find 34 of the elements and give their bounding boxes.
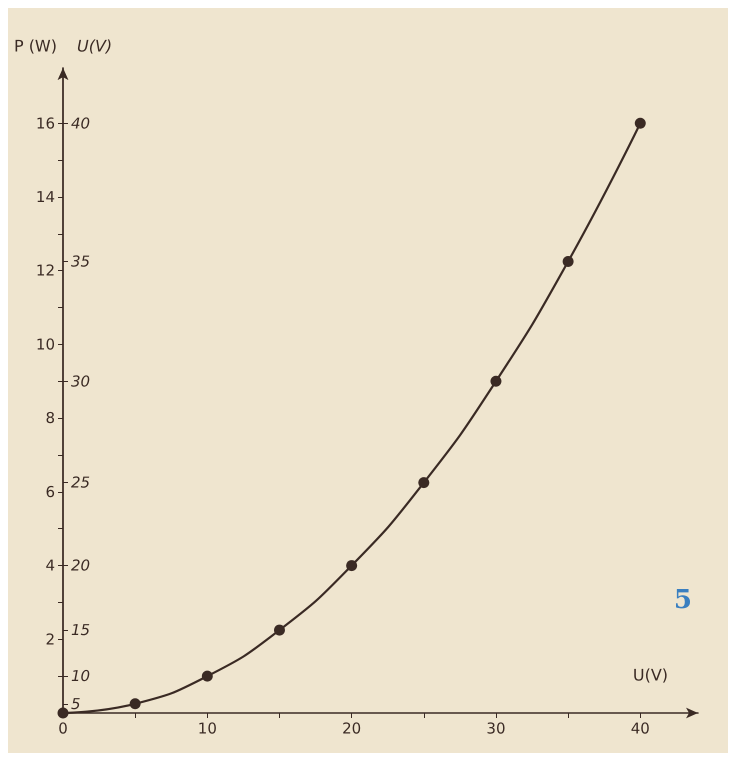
annotation: 40 [71, 114, 90, 132]
x-tick-label: 10 [198, 720, 217, 738]
y-tick-label: 10 [36, 335, 55, 354]
point [634, 118, 646, 129]
x-tick-label: 0 [58, 720, 68, 738]
y-tick-label: 12 [36, 262, 55, 280]
annotation: 5 [674, 585, 692, 615]
y-tick-label: 2 [45, 630, 55, 648]
y2-axis-title: U(V) [77, 36, 112, 56]
annotation: 20 [71, 556, 90, 575]
annotation: 10 [71, 667, 90, 686]
point [418, 477, 430, 488]
x-tick-label: 30 [486, 720, 506, 738]
x-axis-title: U(V) [632, 666, 668, 684]
y-tick-label: 8 [45, 409, 55, 428]
y-axis-title: P (W) [14, 36, 57, 56]
point [490, 376, 502, 387]
annotation: 25 [71, 474, 90, 492]
point [274, 624, 285, 636]
y-tick-label: 16 [36, 114, 55, 132]
annotation: 30 [71, 372, 90, 390]
point [202, 670, 213, 682]
annotation: 5 [71, 694, 81, 713]
point [130, 698, 141, 710]
point [58, 708, 68, 718]
y-tick-label: 14 [36, 188, 55, 206]
x-tick-label: 20 [342, 720, 362, 738]
x-tick-label: 40 [630, 720, 650, 738]
annotation: 35 [71, 252, 90, 270]
y-tick-label: 6 [45, 482, 55, 501]
y-tick-label: 4 [45, 556, 55, 575]
point [562, 256, 574, 267]
annotation: 15 [71, 621, 90, 640]
point [346, 560, 358, 572]
